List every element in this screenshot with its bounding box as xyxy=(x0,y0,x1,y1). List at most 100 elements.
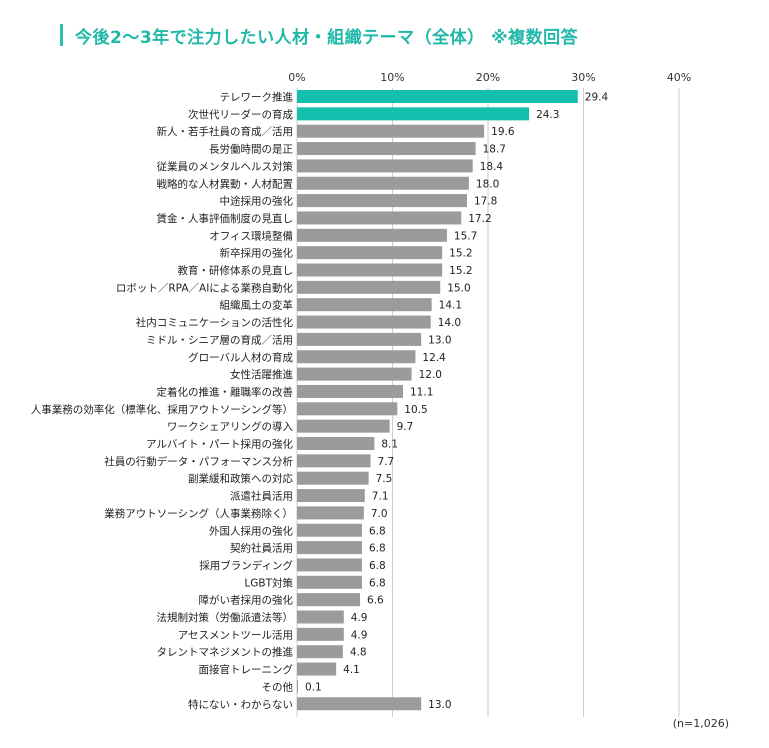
x-tick-label: 20% xyxy=(476,71,500,84)
category-label: 中途採用の強化 xyxy=(220,195,294,208)
data-label: 6.8 xyxy=(369,543,386,555)
data-label: 7.7 xyxy=(378,456,395,468)
x-tick-label: 40% xyxy=(667,71,691,84)
data-label: 4.8 xyxy=(350,647,367,659)
bar xyxy=(297,454,371,468)
category-label: 外国人採用の強化 xyxy=(209,524,293,537)
bar xyxy=(297,627,344,641)
data-label: 29.4 xyxy=(585,92,609,104)
category-label: 派遣社員活用 xyxy=(230,490,293,503)
bar xyxy=(297,142,476,156)
data-label: 15.2 xyxy=(449,265,472,277)
bar xyxy=(297,246,443,260)
bar xyxy=(297,124,485,138)
bar xyxy=(297,194,467,208)
bar xyxy=(297,211,462,225)
category-label: 社員の行動データ・パフォーマンス分析 xyxy=(104,455,293,468)
category-label: 次世代リーダーの育成 xyxy=(188,108,293,121)
data-label: 4.9 xyxy=(351,629,368,641)
bar xyxy=(297,593,361,607)
bar xyxy=(297,107,530,121)
data-label: 6.8 xyxy=(369,577,386,589)
data-label: 0.1 xyxy=(305,681,322,693)
data-label: 12.0 xyxy=(419,369,442,381)
category-label: オフィス環境整備 xyxy=(209,229,293,242)
bar xyxy=(297,350,416,364)
bar xyxy=(297,679,298,693)
data-label: 24.3 xyxy=(536,109,559,121)
data-label: 17.2 xyxy=(468,213,491,225)
bar xyxy=(297,176,469,190)
chart-title-text: 今後2～3年で注力したい人材・組織テーマ（全体） ※複数回答 xyxy=(75,27,579,48)
data-label: 12.4 xyxy=(422,352,446,364)
data-label: 15.0 xyxy=(447,282,470,294)
category-label: 副業緩和政策への対応 xyxy=(188,472,293,485)
category-label: テレワーク推進 xyxy=(220,91,294,104)
category-label: 契約社員活用 xyxy=(230,542,293,555)
category-label: 女性活躍推進 xyxy=(230,368,293,381)
category-label: アルバイト・パート採用の強化 xyxy=(146,438,293,451)
category-label: 特にない・わからない xyxy=(188,699,293,711)
data-label: 14.1 xyxy=(439,300,462,312)
category-label: 定着化の推進・離職率の改善 xyxy=(157,385,294,398)
category-label: タレントマネジメントの推進 xyxy=(157,646,294,659)
data-label: 7.0 xyxy=(371,508,388,520)
bar xyxy=(297,228,447,242)
data-label: 18.7 xyxy=(483,144,506,156)
category-label: 人事業務の効率化（標準化、採用アウトソーシング等） xyxy=(31,403,293,416)
data-label: 19.6 xyxy=(491,126,515,138)
bar xyxy=(297,610,344,624)
bar xyxy=(297,280,441,294)
category-label: アセスメントツール活用 xyxy=(178,629,293,641)
data-label: 15.2 xyxy=(449,248,472,260)
x-tick-label: 30% xyxy=(571,71,595,84)
data-label: 10.5 xyxy=(404,404,427,416)
data-label: 7.1 xyxy=(372,491,389,503)
bar xyxy=(297,575,362,589)
bar xyxy=(297,489,365,503)
data-label: 7.5 xyxy=(376,473,393,485)
category-label: その他 xyxy=(262,680,294,693)
data-label: 4.1 xyxy=(343,664,360,676)
sample-size-note: (n=1,026) xyxy=(672,717,729,730)
data-label: 8.1 xyxy=(381,439,398,451)
x-tick-label: 0% xyxy=(288,71,305,84)
x-tick-label: 10% xyxy=(380,71,404,84)
category-label: 新卒採用の強化 xyxy=(220,247,294,260)
category-label: 従業員のメンタルヘルス対策 xyxy=(157,160,294,173)
category-label: 教育・研修体系の見直し xyxy=(178,264,294,277)
category-label: 障がい者採用の強化 xyxy=(199,594,294,607)
bar xyxy=(297,384,404,398)
bar xyxy=(297,298,432,312)
bar xyxy=(297,159,473,173)
data-label: 6.8 xyxy=(369,525,386,537)
bar xyxy=(297,315,431,329)
data-label: 4.9 xyxy=(351,612,368,624)
category-label: 新人・若手社員の育成／活用 xyxy=(157,125,294,138)
data-label: 11.1 xyxy=(410,386,433,398)
bar xyxy=(297,523,362,537)
bar xyxy=(297,558,362,572)
data-label: 17.8 xyxy=(474,196,497,208)
category-label: 面接官トレーニング xyxy=(199,663,294,676)
data-label: 18.0 xyxy=(476,178,499,190)
category-label: 賃金・人事評価制度の見直し xyxy=(157,212,294,225)
category-label: 業務アウトソーシング（人事業務除く） xyxy=(104,507,293,520)
bar xyxy=(297,471,369,485)
bar xyxy=(297,506,364,520)
category-label: グローバル人材の育成 xyxy=(188,351,293,364)
category-label: ワークシェアリングの導入 xyxy=(167,420,293,433)
data-label: 9.7 xyxy=(397,421,414,433)
bar xyxy=(297,419,390,433)
data-label: 6.8 xyxy=(369,560,386,572)
title-accent-bar xyxy=(60,24,63,46)
category-label: 採用ブランディング xyxy=(199,559,293,572)
data-label: 13.0 xyxy=(428,699,451,711)
category-label: 組織風土の変革 xyxy=(220,299,294,312)
category-label: ミドル・シニア層の育成／活用 xyxy=(146,333,293,346)
bar xyxy=(297,437,375,450)
data-label: 13.0 xyxy=(428,334,451,346)
bar xyxy=(297,662,337,676)
bar xyxy=(297,645,343,659)
